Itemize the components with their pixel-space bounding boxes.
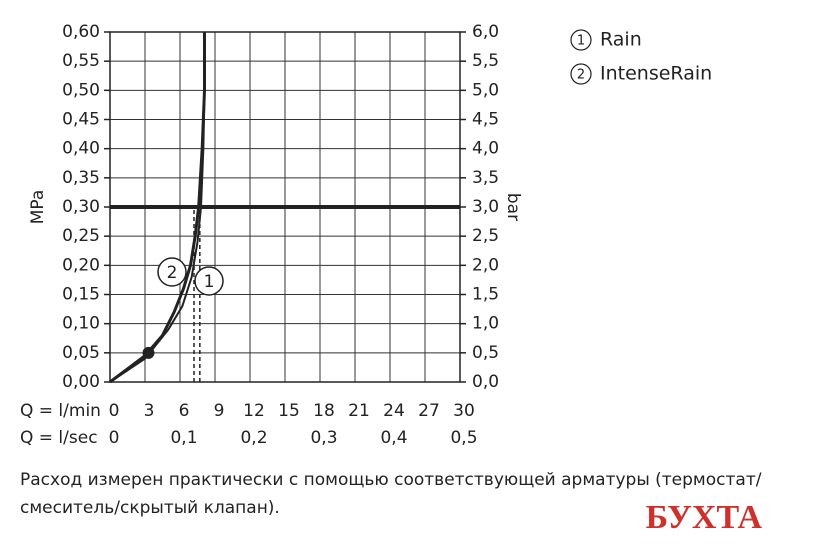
x-axis-label: Q = l/min (20, 401, 101, 421)
y2-tick-label: 0,5 (472, 343, 499, 363)
x2-tick-label: 0,3 (310, 428, 337, 448)
curve-badge-label: 1 (204, 272, 215, 292)
y-tick-label: 0,05 (62, 343, 100, 363)
curve-badge-label: 2 (167, 263, 178, 283)
legend-badge (570, 63, 592, 85)
y2-tick-label: 3,0 (472, 197, 499, 217)
series-line (109, 32, 206, 384)
y-tick-label: 0,55 (62, 51, 100, 71)
x2-axis-label: Q = l/sec (20, 428, 98, 448)
footnote: Расход измерен практически с помощью соо… (20, 470, 762, 518)
legend-badge-label: 2 (577, 68, 585, 83)
y2-axis-label: bar (503, 193, 523, 221)
y-tick-label: 0,25 (62, 226, 100, 246)
marker-point (142, 346, 155, 359)
y-tick-label: 0,40 (62, 139, 100, 159)
y-tick-label: 0,50 (62, 80, 100, 100)
y2-tick-label: 5,0 (472, 80, 499, 100)
y-tick-label: 0,10 (62, 314, 100, 334)
x2-tick-label: 0,5 (450, 428, 477, 448)
x-tick-label: 15 (278, 401, 300, 421)
y2-tick-label: 5,5 (472, 51, 499, 71)
x-tick-label: 21 (348, 401, 370, 421)
y2-tick-label: 3,5 (472, 168, 499, 188)
curve-badge (157, 257, 187, 287)
x-tick-label: 9 (214, 401, 225, 421)
y2-tick-label: 6,0 (472, 22, 499, 42)
x-tick-label: 18 (313, 401, 335, 421)
y2-tick-label: 2,5 (472, 226, 499, 246)
x-tick-label: 3 (144, 401, 155, 421)
x2-tick-label: 0,4 (380, 428, 407, 448)
legend-badge (570, 29, 592, 51)
curve-badge (194, 266, 224, 296)
x-tick-label: 27 (418, 401, 440, 421)
x-tick-label: 0 (109, 401, 120, 421)
y2-tick-label: 1,5 (472, 285, 499, 305)
y-tick-label: 0,35 (62, 168, 100, 188)
y-tick-label: 0,45 (62, 110, 100, 130)
y-tick-label: 0,20 (62, 255, 100, 275)
y2-tick-label: 0,0 (472, 372, 499, 392)
y-tick-label: 0,30 (62, 197, 100, 217)
y-axis-label: MPa (28, 190, 48, 225)
x2-tick-label: 0 (109, 428, 120, 448)
legend-label: Rain (600, 29, 642, 51)
x-tick-label: 24 (383, 401, 405, 421)
y-tick-label: 0,00 (62, 372, 100, 392)
legend-label: IntenseRain (600, 63, 712, 85)
watermark: БУХТА (646, 499, 763, 536)
x2-tick-label: 0,2 (240, 428, 267, 448)
y2-tick-label: 4,5 (472, 110, 499, 130)
legend-badge-label: 1 (577, 34, 585, 49)
y2-tick-label: 1,0 (472, 314, 499, 334)
y2-tick-label: 4,0 (472, 139, 499, 159)
x-tick-label: 30 (453, 401, 475, 421)
y2-tick-label: 2,0 (472, 255, 499, 275)
y-tick-label: 0,60 (62, 22, 100, 42)
x-tick-label: 12 (243, 401, 265, 421)
x2-tick-label: 0,1 (170, 428, 197, 448)
x-tick-label: 6 (179, 401, 190, 421)
y-tick-label: 0,15 (62, 285, 100, 305)
